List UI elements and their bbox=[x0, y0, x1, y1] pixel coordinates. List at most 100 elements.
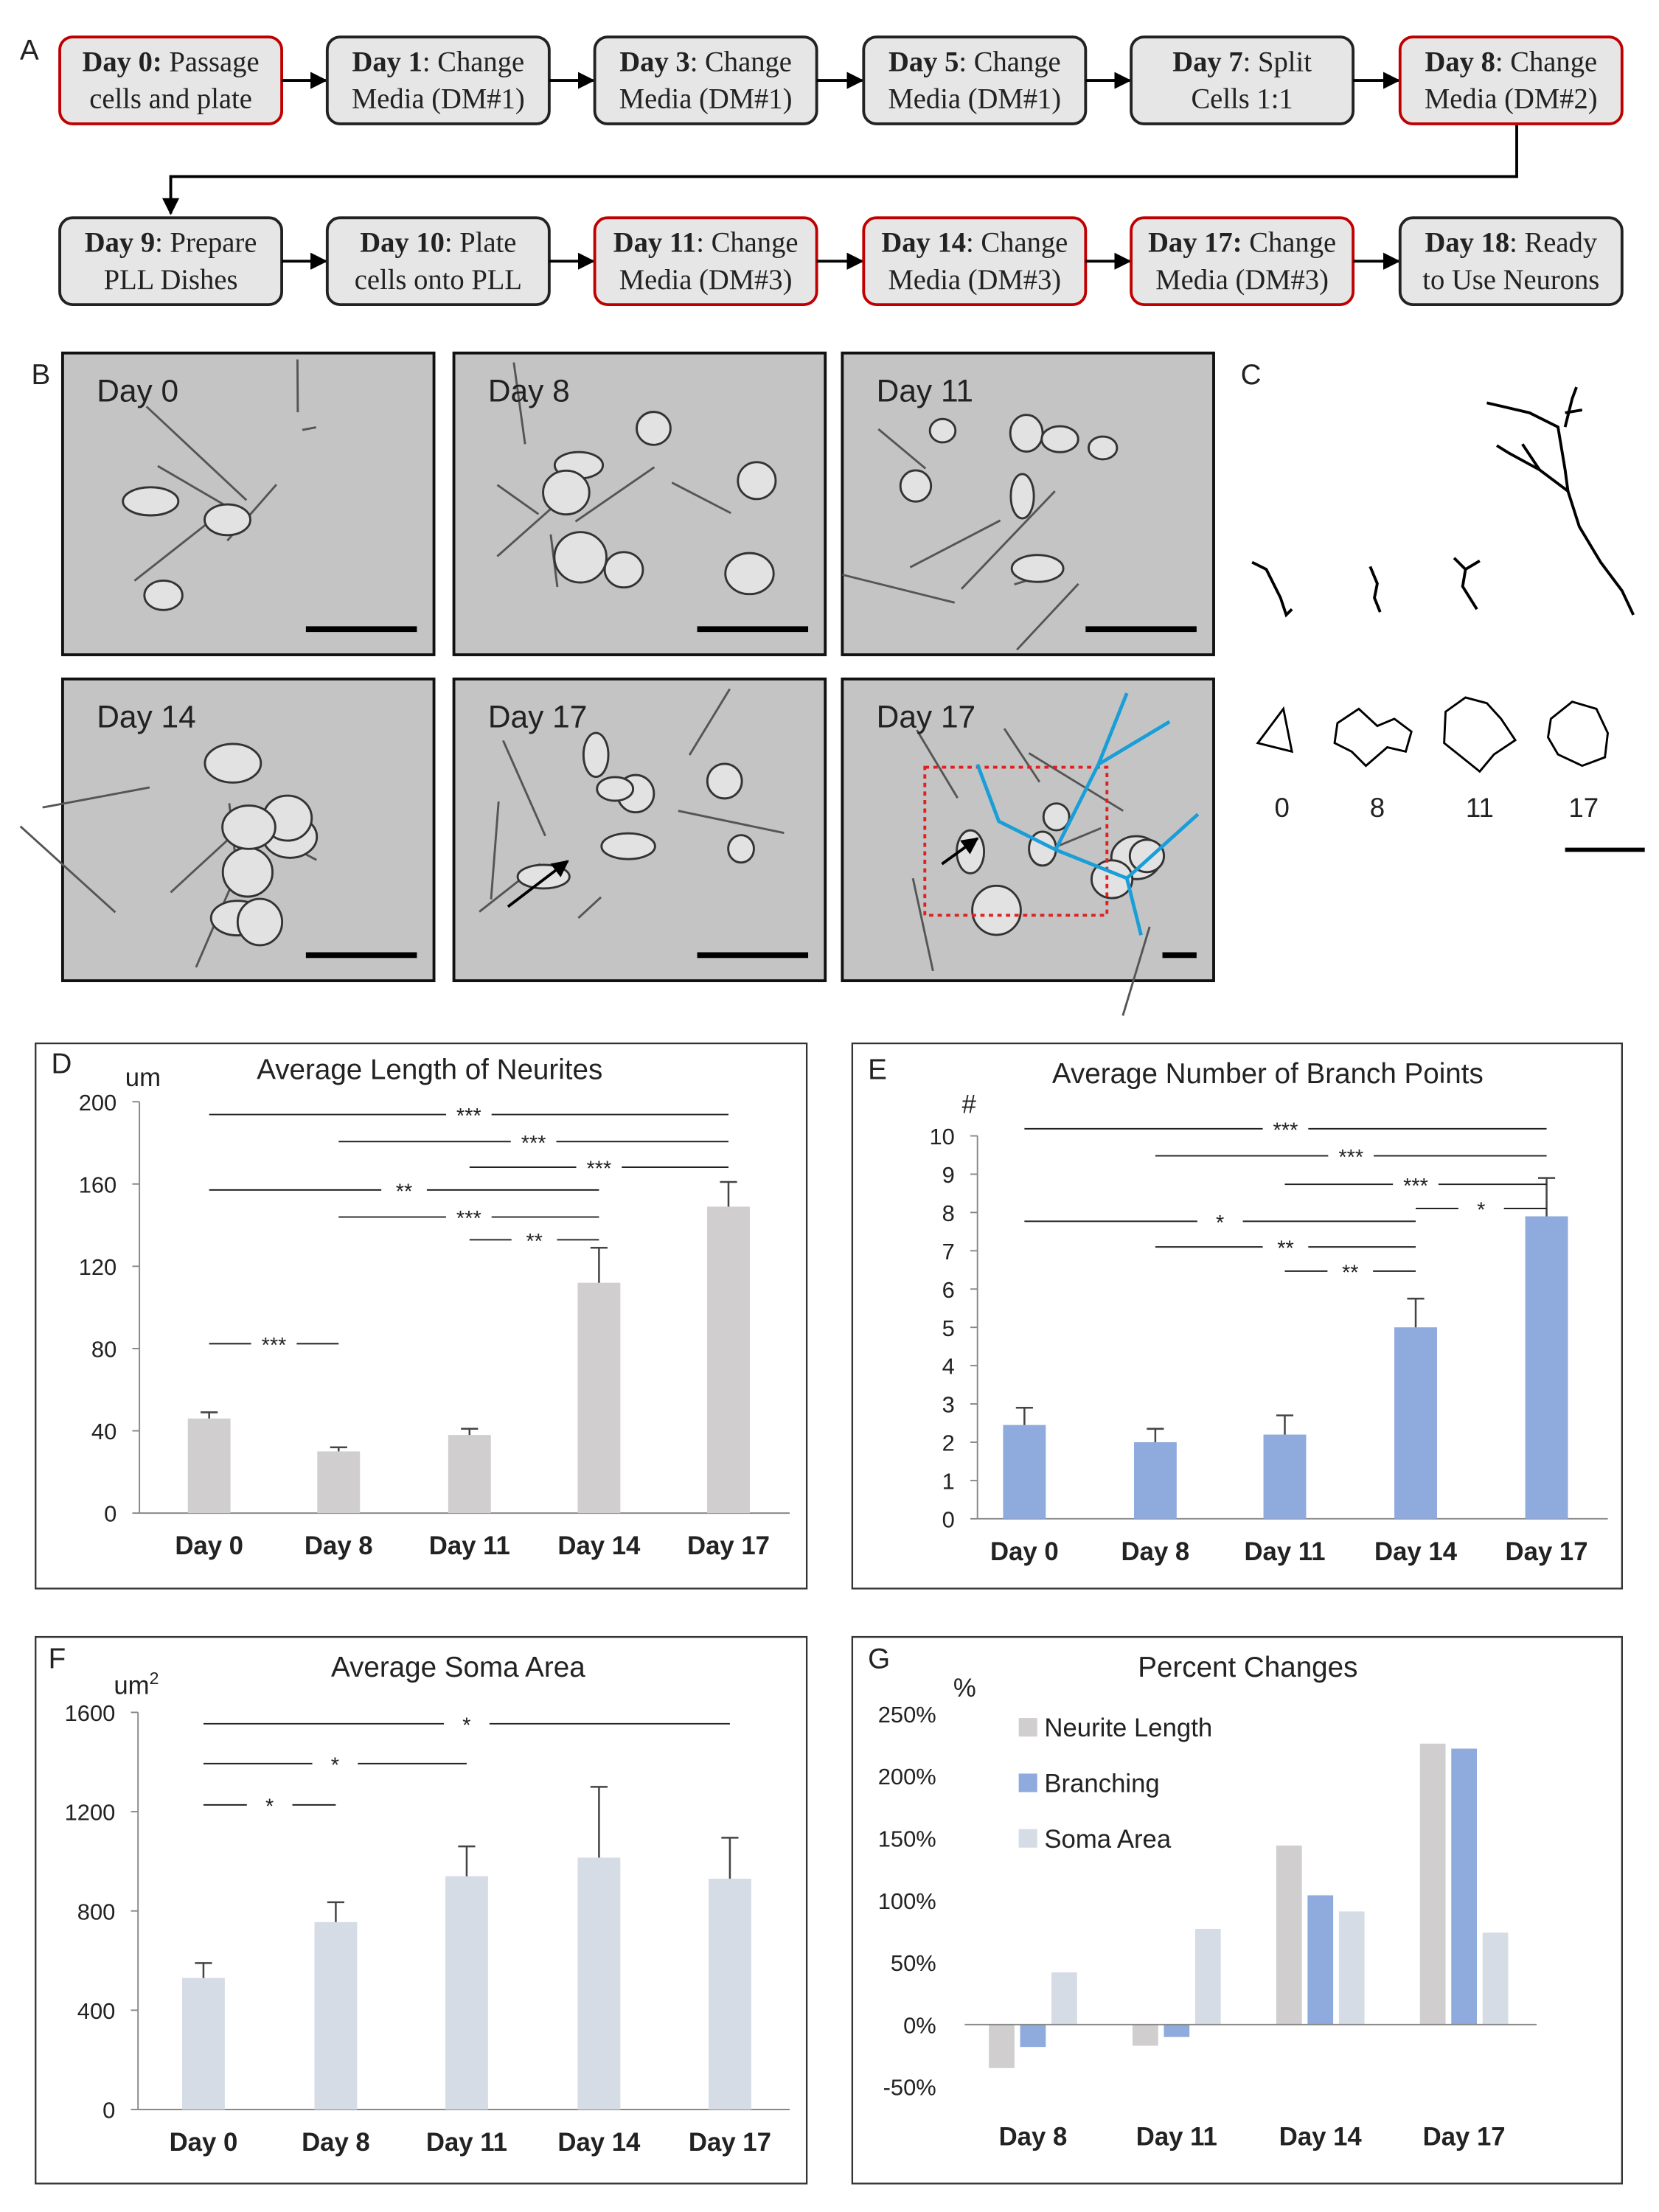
cell bbox=[553, 531, 608, 584]
significance-label: ** bbox=[1277, 1237, 1294, 1261]
bar bbox=[317, 1451, 361, 1514]
neurite bbox=[916, 729, 959, 799]
y-tick-label: 1200 bbox=[65, 1800, 116, 1826]
panel-label: E bbox=[868, 1054, 887, 1085]
step-line1: Day 10: Plate bbox=[360, 228, 516, 259]
step-text: : Change bbox=[690, 47, 792, 78]
y-tick-label: 0 bbox=[942, 1506, 955, 1532]
cell bbox=[1040, 425, 1079, 453]
cell bbox=[221, 804, 276, 850]
step-line1: Day 14: Change bbox=[881, 228, 1068, 259]
step-box bbox=[1398, 216, 1624, 307]
neurite bbox=[671, 481, 731, 515]
error-bar bbox=[1147, 1427, 1164, 1442]
neurite bbox=[911, 877, 934, 972]
step-text: : Change bbox=[1495, 47, 1597, 78]
legend-swatch bbox=[1018, 1829, 1037, 1848]
bar bbox=[989, 2024, 1015, 2068]
bar bbox=[708, 1878, 751, 2110]
panel-label: B bbox=[31, 359, 50, 391]
x-tick-label: Day 14 bbox=[557, 1532, 641, 1560]
y-tick-label: 80 bbox=[91, 1337, 116, 1363]
traced-neurites bbox=[975, 692, 1200, 936]
significance-label: *** bbox=[1338, 1146, 1363, 1169]
cell bbox=[600, 832, 656, 860]
bar bbox=[1133, 2024, 1158, 2046]
inset-box bbox=[923, 765, 1109, 917]
legend-label: Neurite Length bbox=[1044, 1714, 1212, 1742]
bar bbox=[1003, 1425, 1046, 1519]
neurite bbox=[909, 519, 1001, 568]
cell bbox=[1128, 838, 1166, 874]
step-line1: Day 1: Change bbox=[352, 47, 525, 78]
micrograph-label: Day 0 bbox=[97, 373, 178, 408]
neurite bbox=[688, 688, 731, 756]
significance-label: *** bbox=[1273, 1119, 1298, 1142]
micrograph: Day 17 bbox=[841, 677, 1215, 1016]
error-bar bbox=[327, 1901, 344, 1922]
y-axis-label: um2 bbox=[114, 1669, 159, 1700]
legend-label: Soma Area bbox=[1044, 1826, 1171, 1854]
neurite bbox=[302, 426, 316, 431]
y-tick-label: -50% bbox=[883, 2075, 936, 2101]
error-bar bbox=[1407, 1297, 1425, 1328]
significance-label: ** bbox=[396, 1180, 413, 1203]
step-day: Day 14 bbox=[881, 228, 966, 259]
error-bar bbox=[458, 1845, 476, 1877]
chart-title: Average Soma Area bbox=[331, 1652, 585, 1683]
bar bbox=[1525, 1216, 1568, 1519]
bar bbox=[1276, 1846, 1302, 2025]
step-text: : Change bbox=[696, 228, 798, 259]
chart-frame bbox=[851, 1635, 1623, 2185]
panel-label: G bbox=[868, 1644, 890, 1675]
y-tick-label: 50% bbox=[891, 1950, 936, 1976]
cell bbox=[928, 417, 957, 444]
step-text: : Plate bbox=[445, 228, 517, 259]
step-line1: Day 3: Change bbox=[619, 47, 792, 78]
panel-label: C bbox=[1241, 359, 1262, 391]
row-connector bbox=[161, 125, 1518, 215]
cell bbox=[1009, 414, 1044, 453]
error-bar bbox=[590, 1786, 608, 1858]
y-tick-label: 10 bbox=[929, 1124, 954, 1150]
y-tick-label: 0 bbox=[104, 1501, 116, 1527]
cell bbox=[603, 551, 644, 589]
error-bar bbox=[201, 1411, 218, 1419]
chart-title: Average Length of Neurites bbox=[257, 1054, 602, 1085]
error-bar bbox=[1015, 1406, 1033, 1425]
bar bbox=[187, 1418, 231, 1514]
step-line2: Media (DM#1) bbox=[888, 84, 1061, 115]
neurite bbox=[1016, 582, 1079, 651]
y-tick-label: 400 bbox=[77, 1998, 116, 2024]
step-line1: Day 17: Change bbox=[1148, 228, 1336, 259]
significance-label: * bbox=[1477, 1199, 1485, 1222]
error-bar bbox=[720, 1180, 737, 1207]
step-text: : Split bbox=[1243, 47, 1312, 78]
bar bbox=[1307, 1895, 1334, 2025]
step-line1: Day 18: Ready bbox=[1425, 228, 1597, 259]
x-tick-label: Day 8 bbox=[302, 2129, 370, 2157]
bar bbox=[577, 1857, 621, 2110]
bar bbox=[1020, 2024, 1046, 2048]
neurite bbox=[574, 466, 655, 523]
cell bbox=[122, 486, 180, 517]
y-tick-label: 6 bbox=[942, 1277, 955, 1303]
step-line2: Cells 1:1 bbox=[1191, 84, 1293, 115]
significance-label: *** bbox=[1403, 1175, 1428, 1198]
step-day: Day 1 bbox=[352, 47, 422, 78]
panel-label: F bbox=[49, 1644, 66, 1675]
y-tick-label: 800 bbox=[77, 1899, 116, 1924]
y-tick-label: 250% bbox=[878, 1702, 936, 1728]
x-tick-label: Day 17 bbox=[687, 1532, 770, 1560]
step-day: Day 3 bbox=[619, 47, 689, 78]
y-tick-label: 0 bbox=[102, 2098, 115, 2124]
cell bbox=[706, 762, 743, 800]
bar bbox=[445, 1876, 488, 2110]
x-tick-label: Day 11 bbox=[1136, 2123, 1217, 2151]
micrograph-bg bbox=[841, 677, 1215, 983]
step-line1: Day 5: Change bbox=[888, 47, 1061, 78]
significance-label: ** bbox=[526, 1230, 543, 1253]
panel-label: A bbox=[20, 35, 39, 66]
x-tick-label: Day 8 bbox=[999, 2123, 1068, 2151]
